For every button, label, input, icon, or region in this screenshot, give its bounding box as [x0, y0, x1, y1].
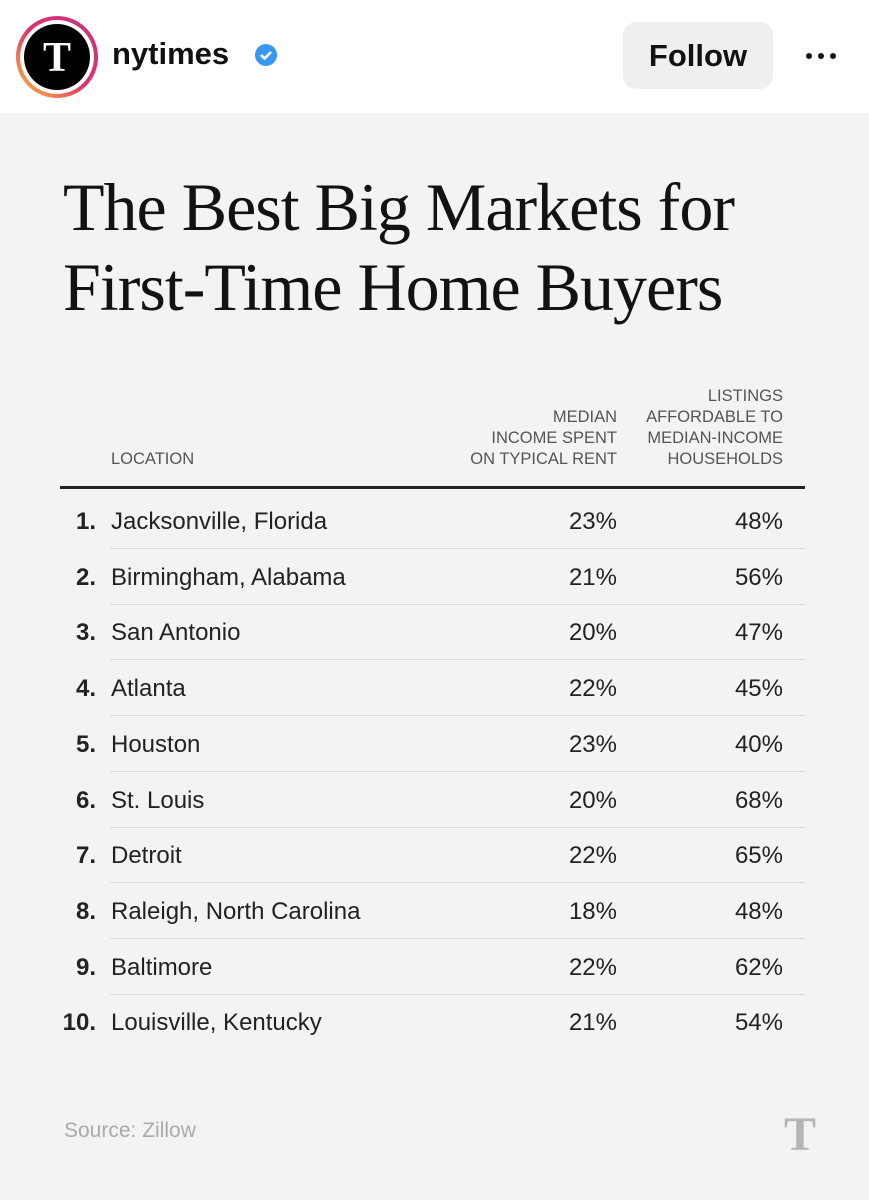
rank: 5. — [75, 730, 96, 758]
column-header: LISTINGS — [707, 387, 783, 405]
rent-share: 20% — [568, 786, 617, 814]
affordable-share: 65% — [734, 842, 783, 870]
rank: 1. — [75, 508, 96, 535]
rent-share: 20% — [568, 619, 617, 647]
rent-share: 22% — [568, 953, 617, 981]
affordable-share: 56% — [734, 563, 783, 591]
svg-text:T: T — [784, 1108, 816, 1158]
affordable-share: 45% — [734, 675, 783, 703]
rank: 2. — [75, 563, 96, 591]
column-header: INCOME SPENT — [491, 429, 617, 447]
verified-badge — [255, 44, 277, 66]
rank: 6. — [75, 786, 96, 814]
location: Houston — [111, 730, 201, 758]
column-header: HOUSEHOLDS — [667, 450, 783, 468]
rank: 8. — [75, 897, 96, 925]
affordable-share: 47% — [734, 619, 783, 647]
rank: 7. — [75, 842, 96, 870]
column-header: ON TYPICAL RENT — [470, 450, 617, 468]
more-menu[interactable] — [802, 46, 842, 66]
column-header: AFFORDABLE TO — [646, 408, 783, 426]
rank: 3. — [75, 619, 96, 647]
affordable-share: 54% — [734, 1009, 783, 1037]
location: Jacksonville, Florida — [111, 508, 328, 535]
rent-share: 18% — [568, 897, 617, 925]
nyt-logo: T — [784, 1108, 816, 1158]
rank: 4. — [75, 675, 96, 703]
rent-share: 23% — [568, 730, 617, 758]
affordable-share: 68% — [734, 786, 783, 814]
row-rule — [110, 826, 805, 828]
location: St. Louis — [111, 786, 205, 814]
row-rule — [110, 770, 805, 772]
header-rule — [60, 486, 805, 489]
rank: 10. — [62, 1009, 96, 1037]
row-rule — [110, 603, 805, 605]
location: Baltimore — [111, 953, 213, 981]
location: Louisville, Kentucky — [111, 1009, 322, 1037]
rent-share: 21% — [568, 563, 617, 591]
affordable-share: 40% — [734, 730, 783, 758]
rent-share: 21% — [568, 1009, 617, 1037]
source: Source: Zillow — [64, 1119, 196, 1142]
column-header: MEDIAN-INCOME — [647, 429, 783, 447]
location: Atlanta — [111, 675, 186, 703]
row-rule — [110, 715, 805, 717]
location: Raleigh, North Carolina — [111, 897, 361, 925]
column-header: LOCATION — [111, 450, 195, 468]
row-rule — [110, 548, 805, 549]
affordable-share: 48% — [734, 508, 783, 535]
avatar[interactable]: T — [14, 14, 100, 100]
rank: 9. — [75, 953, 96, 981]
row-rule — [110, 937, 805, 939]
title-line: First-Time Home Buyers — [63, 249, 723, 325]
rent-share: 23% — [568, 508, 617, 535]
username[interactable]: nytimes — [112, 36, 230, 71]
row-rule — [110, 659, 805, 661]
rent-share: 22% — [568, 842, 617, 870]
rent-share: 22% — [568, 675, 617, 703]
svg-text:T: T — [43, 35, 71, 81]
affordable-share: 62% — [734, 953, 783, 981]
post-header: T nytimes Follow — [0, 0, 869, 113]
affordable-share: 48% — [734, 897, 783, 925]
location: Birmingham, Alabama — [111, 563, 346, 591]
column-header: MEDIAN — [552, 408, 617, 426]
location: San Antonio — [111, 619, 241, 647]
row-rule — [110, 882, 805, 884]
location: Detroit — [111, 842, 182, 870]
title-line: The Best Big Markets for — [63, 169, 735, 245]
row-rule — [110, 993, 805, 995]
follow-button[interactable]: Follow — [623, 22, 773, 89]
